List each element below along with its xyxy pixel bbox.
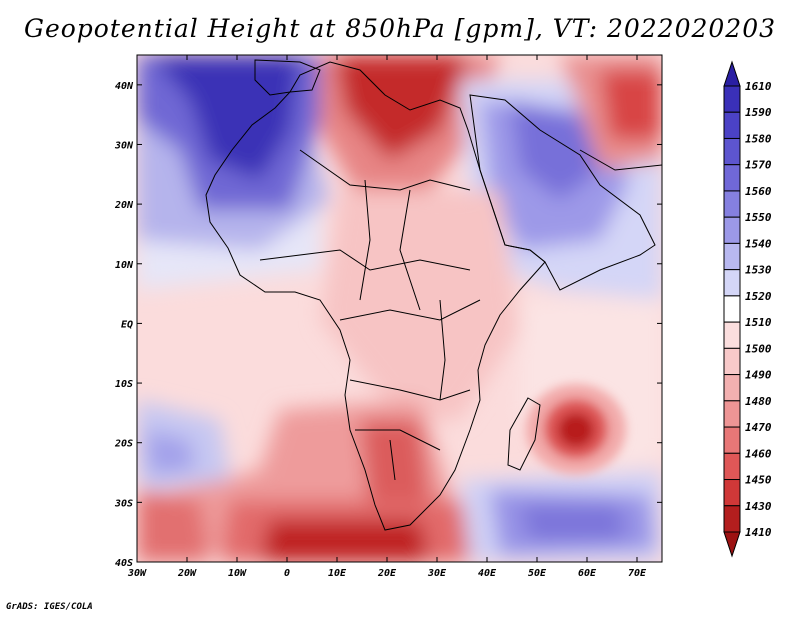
colorbar-segment bbox=[723, 452, 741, 481]
colorbar-segment bbox=[723, 111, 741, 139]
border-9 bbox=[389, 439, 396, 481]
lat-tick-label: 20N bbox=[114, 200, 134, 211]
colorbar-top-triangle bbox=[723, 60, 741, 87]
lat-tick-label: 10S bbox=[115, 379, 133, 390]
colorbar-segment bbox=[723, 321, 741, 349]
colorbar-segment bbox=[723, 137, 741, 166]
colorbar-label: 1410 bbox=[745, 526, 772, 539]
iberia-coast bbox=[254, 59, 321, 96]
longitude-axis: 30W 20W 10W 0 10E 20E 30E 40E 50E 60E 70E bbox=[127, 55, 647, 579]
colorbar-segment bbox=[723, 479, 741, 507]
colorbar: 1610 1590 1580 1570 1560 1550 1540 1530 1520 1510… bbox=[723, 60, 772, 558]
lon-tick-label: 10E bbox=[328, 568, 347, 579]
colorbar-label: 1520 bbox=[745, 290, 772, 303]
colorbar-segment bbox=[723, 374, 741, 402]
colorbar-segment bbox=[723, 269, 741, 297]
coastlines bbox=[205, 59, 662, 531]
madagascar bbox=[507, 397, 541, 471]
colorbar-segment bbox=[723, 426, 741, 454]
lon-tick-label: 30W bbox=[127, 568, 147, 579]
colorbar-segment bbox=[723, 400, 741, 428]
lon-tick-label: 0 bbox=[284, 568, 290, 579]
colorbar-label: 1510 bbox=[745, 316, 772, 329]
border-4 bbox=[349, 379, 471, 401]
map-title: Geopotential Height at 850hPa [gpm], VT:… bbox=[23, 14, 777, 43]
lat-tick-label: 30N bbox=[114, 140, 134, 151]
colorbar-segment bbox=[723, 164, 741, 192]
lat-tick-label: 10N bbox=[115, 260, 134, 271]
border-5 bbox=[355, 429, 441, 451]
colorbar-label: 1570 bbox=[745, 159, 772, 172]
colorbar-label: 1610 bbox=[745, 80, 772, 93]
lon-tick-label: 50E bbox=[528, 568, 547, 579]
lat-tick-label: EQ bbox=[121, 319, 133, 330]
colorbar-segment bbox=[723, 505, 741, 533]
africa-coastline bbox=[205, 61, 546, 531]
colorbar-label: 1480 bbox=[745, 395, 772, 408]
border-1 bbox=[299, 149, 471, 191]
lon-tick-label: 30E bbox=[427, 568, 447, 579]
colorbar-segment bbox=[723, 216, 741, 244]
lon-tick-label: 40E bbox=[478, 568, 497, 579]
lat-tick-label: 40S bbox=[115, 558, 133, 569]
credit-label: GrADS: IGES/COLA bbox=[6, 602, 93, 612]
colorbar-segment bbox=[723, 347, 741, 376]
border-8 bbox=[439, 299, 446, 401]
height-field bbox=[137, 55, 662, 562]
border-6 bbox=[359, 179, 371, 301]
colorbar-label: 1460 bbox=[745, 447, 772, 460]
lon-tick-label: 10W bbox=[228, 568, 247, 579]
arabia-coast bbox=[469, 94, 656, 291]
lat-tick-label: 30S bbox=[114, 498, 133, 509]
lat-tick-label: 20S bbox=[114, 439, 133, 450]
lon-tick-label: 20E bbox=[377, 568, 397, 579]
lon-tick-label: 70E bbox=[628, 568, 647, 579]
colorbar-label: 1580 bbox=[745, 132, 772, 145]
persia-coast bbox=[579, 149, 662, 171]
lat-tick-label: 40N bbox=[115, 81, 134, 92]
colorbar-label: 1560 bbox=[745, 185, 772, 198]
colorbar-segment bbox=[723, 295, 741, 323]
colorbar-segment bbox=[723, 85, 741, 113]
colorbar-label: 1490 bbox=[745, 369, 772, 382]
border-2 bbox=[259, 249, 471, 271]
colorbar-label: 1470 bbox=[745, 421, 772, 434]
colorbar-label: 1540 bbox=[745, 237, 772, 250]
colorbar-label: 1550 bbox=[745, 211, 772, 224]
colorbar-label: 1530 bbox=[745, 264, 772, 277]
colorbar-label: 1450 bbox=[745, 474, 772, 487]
map-frame bbox=[136, 54, 663, 563]
border-7 bbox=[399, 189, 421, 311]
colorbar-label: 1430 bbox=[745, 500, 772, 513]
colorbar-bottom-triangle bbox=[723, 531, 741, 558]
colorbar-label: 1590 bbox=[745, 106, 772, 119]
border-3 bbox=[339, 299, 481, 321]
lon-tick-label: 60E bbox=[578, 568, 597, 579]
colorbar-label: 1500 bbox=[745, 342, 772, 355]
lon-tick-label: 20W bbox=[177, 568, 197, 579]
colorbar-segment bbox=[723, 190, 741, 218]
colorbar-segment bbox=[723, 242, 741, 271]
latitude-axis: 40N 30N 20N 10N EQ 10S 20S 30S 40S bbox=[114, 81, 662, 569]
